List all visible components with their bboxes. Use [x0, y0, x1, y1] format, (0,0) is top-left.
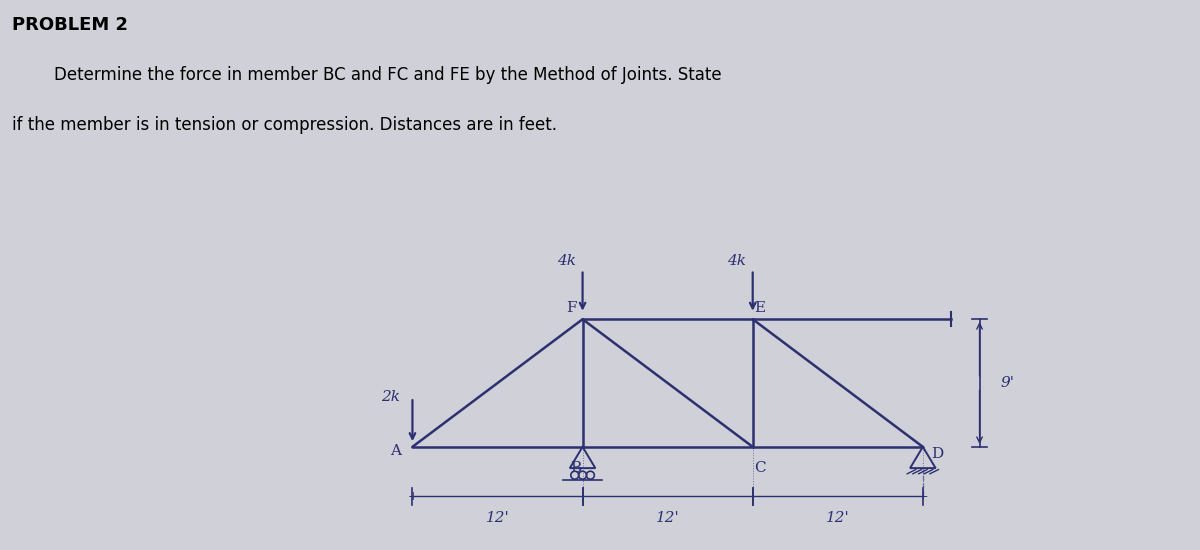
Text: PROBLEM 2: PROBLEM 2	[12, 16, 128, 35]
Text: E: E	[755, 301, 766, 315]
Text: A: A	[390, 444, 401, 458]
Text: +: +	[748, 490, 758, 503]
Text: 4k: 4k	[727, 254, 746, 268]
Text: Determine the force in member BC and FC and FE by the Method of Joints. State: Determine the force in member BC and FC …	[12, 66, 721, 84]
Text: F: F	[566, 301, 576, 315]
Text: +: +	[407, 490, 418, 503]
Text: +: +	[918, 490, 928, 503]
Text: 12': 12'	[655, 511, 679, 525]
Text: B: B	[570, 461, 581, 475]
Text: 9': 9'	[1001, 376, 1015, 390]
Text: 4k: 4k	[557, 254, 576, 268]
Text: 12': 12'	[486, 511, 509, 525]
Text: D: D	[931, 447, 943, 461]
Text: +: +	[577, 490, 588, 503]
Text: if the member is in tension or compression. Distances are in feet.: if the member is in tension or compressi…	[12, 116, 557, 134]
Text: 12': 12'	[826, 511, 850, 525]
Text: C: C	[754, 461, 766, 475]
Text: 2k: 2k	[382, 390, 401, 404]
